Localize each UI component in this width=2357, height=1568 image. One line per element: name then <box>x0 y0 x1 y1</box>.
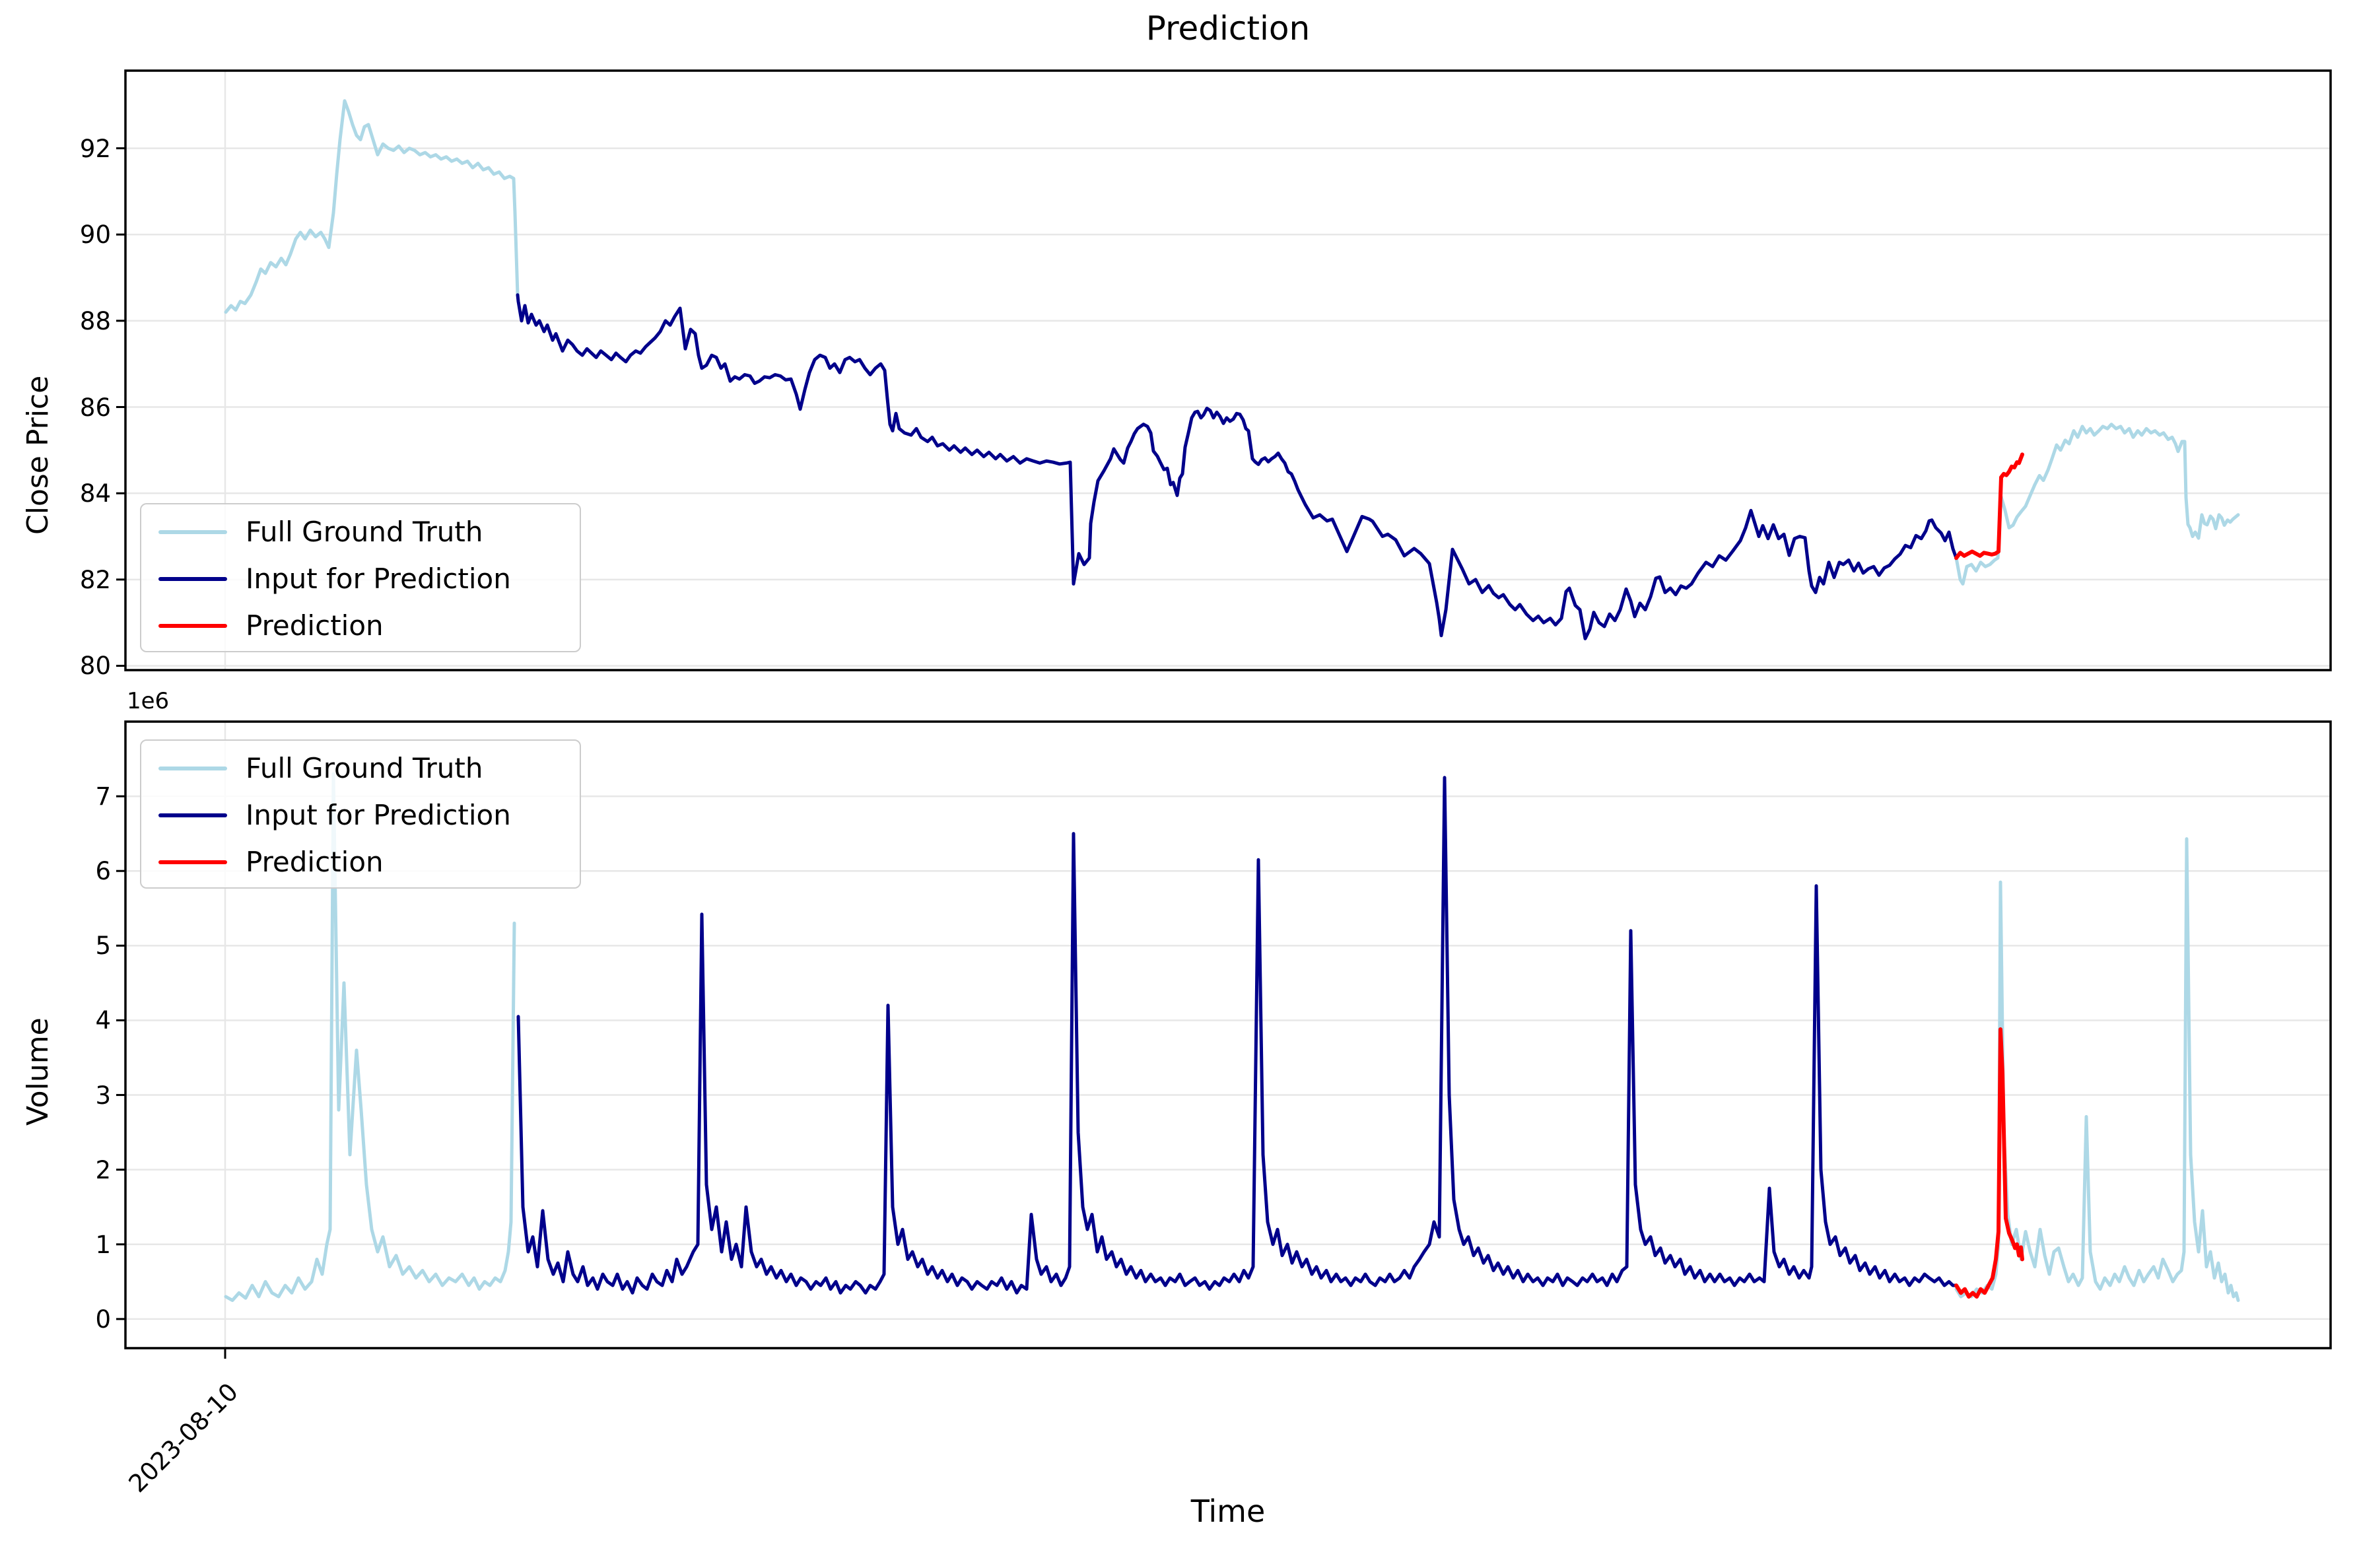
chart-title: Prediction <box>1145 9 1311 48</box>
volume-axes <box>116 720 2332 1359</box>
prediction-line-sample <box>158 624 227 628</box>
ground-truth-line-sample <box>158 767 227 770</box>
legend-label: Prediction <box>246 846 384 878</box>
legend-label: Prediction <box>246 609 384 642</box>
volume-series <box>224 772 2240 1303</box>
y-tick-label: 0 <box>95 1305 111 1334</box>
series-line-full-ground-truth <box>224 99 520 314</box>
price-tick-marks <box>116 147 125 667</box>
volume-tick-marks <box>116 795 226 1359</box>
y-tick-label: 88 <box>79 306 111 335</box>
input-line-sample <box>158 577 227 581</box>
y-tick-label: 3 <box>95 1081 111 1110</box>
y-tick-label: 90 <box>79 221 111 250</box>
x-axis-label: Time <box>1190 1493 1266 1529</box>
price-series <box>224 99 2240 640</box>
y-tick-label: 86 <box>79 393 111 422</box>
y-tick-label: 4 <box>95 1006 111 1035</box>
series-line-input-for-prediction <box>516 293 1958 640</box>
series-line-prediction <box>1954 452 2024 561</box>
y-tick-label: 92 <box>79 134 111 163</box>
series-line-prediction <box>1954 1027 2024 1299</box>
y-tick-label: 84 <box>79 479 111 508</box>
y-tick-label: 6 <box>95 857 111 886</box>
prediction-line-sample <box>158 860 227 864</box>
series-line-input-for-prediction <box>516 776 1958 1295</box>
y-tick-label: 1 <box>95 1230 111 1259</box>
price-legend: Full Ground Truth Input for Prediction P… <box>140 503 581 652</box>
y-tick-label: 80 <box>79 652 111 681</box>
series-line-full-ground-truth <box>224 772 516 1303</box>
y-tick-label: 2 <box>95 1155 111 1184</box>
legend-label: Input for Prediction <box>246 799 511 831</box>
volume-axes-border <box>124 720 2332 1349</box>
input-line-sample <box>158 813 227 817</box>
price-axes-border <box>124 69 2332 671</box>
ground-truth-line-sample <box>158 530 227 534</box>
legend-label: Full Ground Truth <box>246 752 483 784</box>
y-tick-label: 5 <box>95 932 111 961</box>
volume-legend: Full Ground Truth Input for Prediction P… <box>140 739 581 889</box>
series-line-full-ground-truth <box>1954 423 2240 586</box>
legend-label: Input for Prediction <box>246 562 511 595</box>
legend-label: Full Ground Truth <box>246 516 483 548</box>
y-tick-label: 82 <box>79 565 111 594</box>
y-tick-label: 7 <box>95 782 111 811</box>
volume-y-axis-label: Volume <box>21 1017 55 1126</box>
volume-offset-text: 1e6 <box>127 688 170 714</box>
